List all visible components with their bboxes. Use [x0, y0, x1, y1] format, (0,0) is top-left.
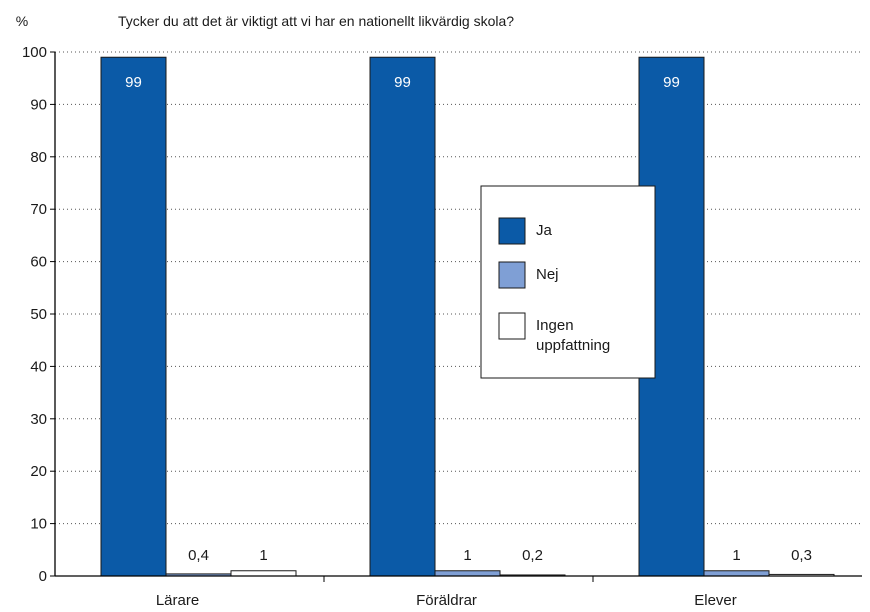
legend-label: Nej: [536, 266, 559, 283]
legend-swatch: [498, 217, 526, 245]
y-tick-label: 70: [30, 201, 47, 218]
y-tick-label: 20: [30, 463, 47, 480]
x-category-label: Föräldrar: [416, 592, 477, 609]
gridlines: [55, 51, 862, 525]
chart-title: Tycker du att det är viktigt att vi har …: [118, 13, 514, 29]
data-label: 1: [463, 547, 471, 564]
y-tick-label: 40: [30, 358, 47, 375]
data-labels: 99 0,4 1 99 1 0,2 99 1 0,3: [125, 74, 812, 564]
data-label: 99: [663, 74, 680, 91]
data-label: 99: [394, 74, 411, 91]
y-tick-label: 80: [30, 149, 47, 166]
bars: [100, 56, 835, 577]
y-tick-label: 0: [39, 568, 47, 585]
bar-ja: [100, 56, 167, 577]
data-label: 0,2: [522, 547, 543, 564]
axes: 0 10 20 30 40 50 60 70 80 90 100 Lärare Föräldrar Ele…: [22, 44, 862, 609]
y-tick-label: 60: [30, 254, 47, 271]
y-axis-unit-label: %: [16, 13, 28, 29]
legend-label: Ja: [536, 222, 553, 239]
y-tick-label: 90: [30, 96, 47, 113]
bar-nej: [434, 570, 501, 577]
legend-label: uppfattning: [536, 337, 610, 354]
legend-swatch: [498, 261, 526, 289]
legend-swatch: [498, 312, 526, 340]
bar-nej: [703, 570, 770, 577]
y-tick-label: 50: [30, 306, 47, 323]
data-label: 0,3: [791, 547, 812, 564]
x-category-label: Lärare: [156, 592, 199, 609]
y-tick-label: 100: [22, 44, 47, 61]
data-label: 1: [732, 547, 740, 564]
x-category-label: Elever: [694, 592, 737, 609]
y-tick-label: 10: [30, 516, 47, 533]
bar-ja: [369, 56, 436, 577]
y-tick-label: 30: [30, 411, 47, 428]
data-label: 99: [125, 74, 142, 91]
legend: Ja Nej Ingen uppfattning: [480, 185, 656, 379]
legend-label: Ingen: [536, 317, 574, 334]
data-label: 0,4: [188, 547, 209, 564]
data-label: 1: [259, 547, 267, 564]
bar-ingen-uppfattning: [230, 570, 297, 577]
